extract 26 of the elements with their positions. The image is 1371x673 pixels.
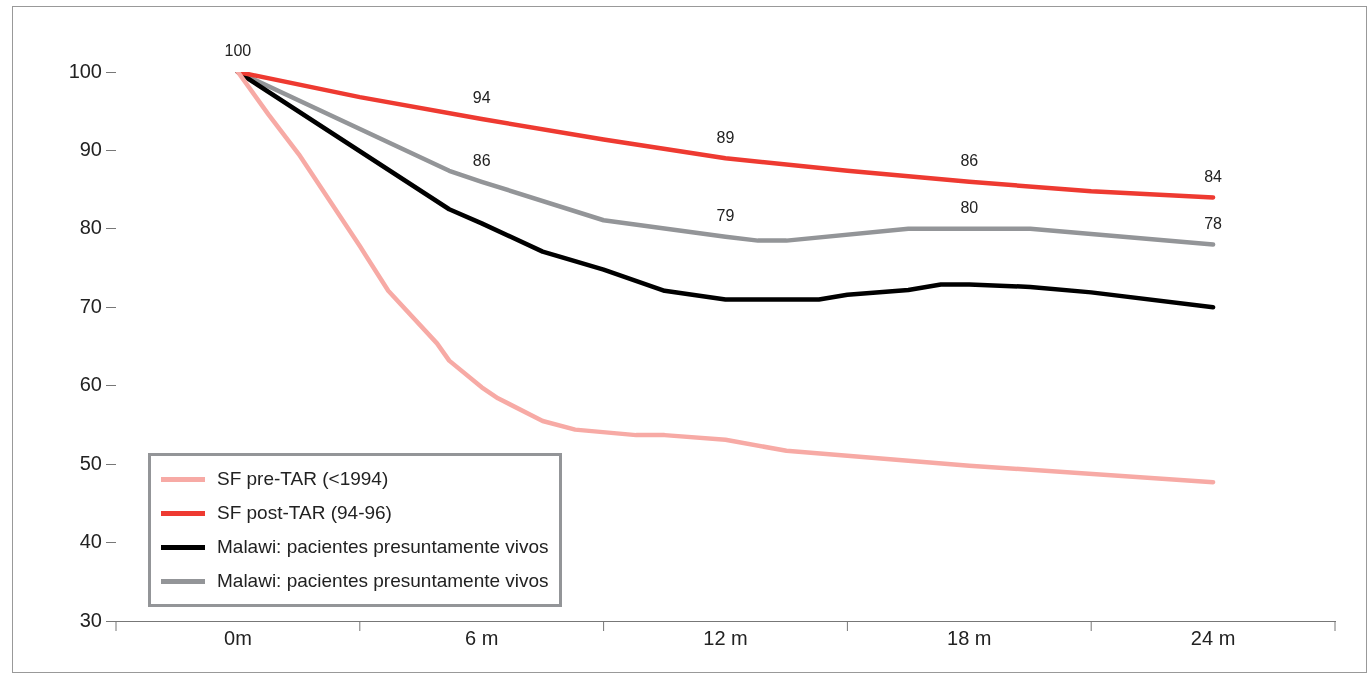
x-tick-label: 24 m: [1190, 626, 1236, 649]
data-label: 86: [960, 152, 979, 170]
y-tick-label: 40: [79, 530, 102, 553]
y-tick-label: 60: [79, 373, 102, 396]
x-tick-label: 0m: [224, 626, 252, 649]
data-label: 79: [716, 207, 735, 225]
legend-label: SF pre-TAR (<1994): [217, 468, 389, 490]
data-label: 89: [716, 128, 735, 146]
x-tick-label: 18 m: [947, 626, 992, 649]
data-label: 80: [960, 199, 979, 217]
data-label: 84: [1204, 167, 1223, 185]
data-label: 100: [224, 42, 252, 60]
legend-label: SF post-TAR (94-96): [217, 502, 392, 524]
legend-label: Malawi: pacientes presuntamente vivos: [217, 570, 549, 592]
x-tick-label: 6 m: [465, 626, 499, 649]
x-tick-label: 12 m: [703, 626, 748, 649]
y-tick-label: 70: [79, 294, 102, 317]
y-tick-label: 30: [79, 608, 102, 631]
data-label: 94: [472, 89, 491, 107]
data-label: 86: [472, 152, 491, 170]
y-tick-label: 80: [79, 216, 102, 239]
y-tick-label: 100: [68, 59, 102, 82]
data-label: 78: [1204, 214, 1223, 232]
y-tick-label: 90: [79, 137, 102, 160]
legend-label: Malawi: pacientes presuntamente vivos: [217, 536, 549, 558]
y-tick-label: 50: [79, 451, 102, 474]
